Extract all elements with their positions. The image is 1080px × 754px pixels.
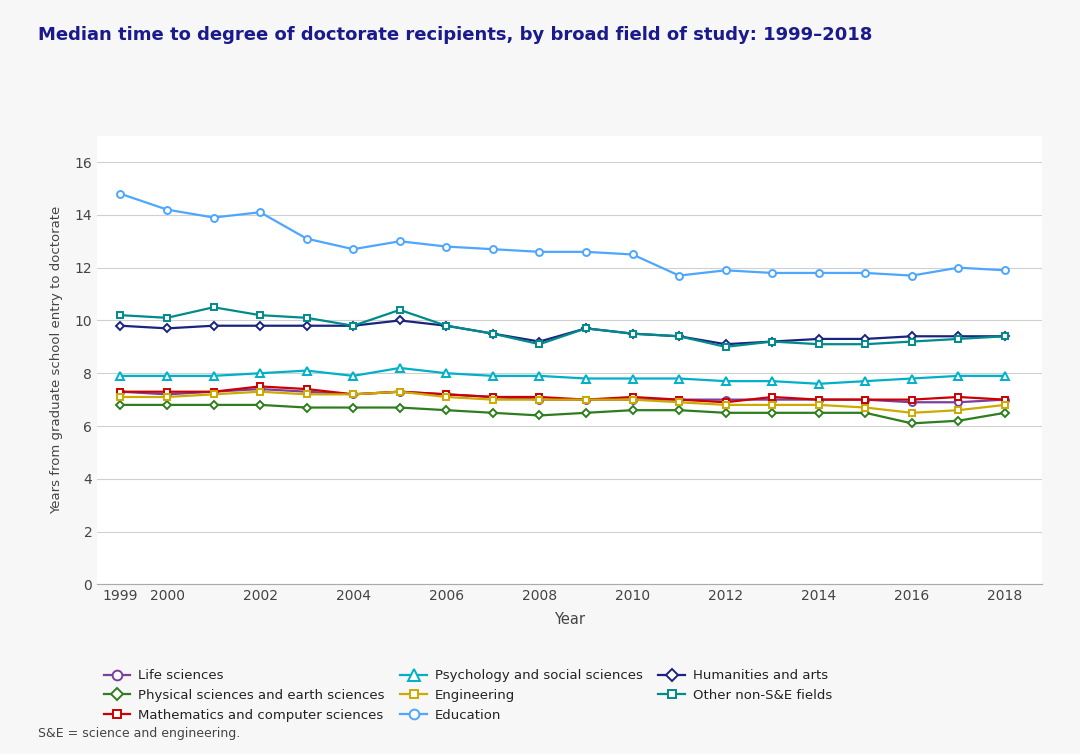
- Legend: Life sciences, Physical sciences and earth sciences, Mathematics and computer sc: Life sciences, Physical sciences and ear…: [104, 670, 832, 722]
- Text: Median time to degree of doctorate recipients, by broad field of study: 1999–201: Median time to degree of doctorate recip…: [38, 26, 873, 44]
- Y-axis label: Years from graduate school entry to doctorate: Years from graduate school entry to doct…: [51, 206, 64, 514]
- Text: S&E = science and engineering.: S&E = science and engineering.: [38, 728, 240, 740]
- X-axis label: Year: Year: [554, 611, 585, 627]
